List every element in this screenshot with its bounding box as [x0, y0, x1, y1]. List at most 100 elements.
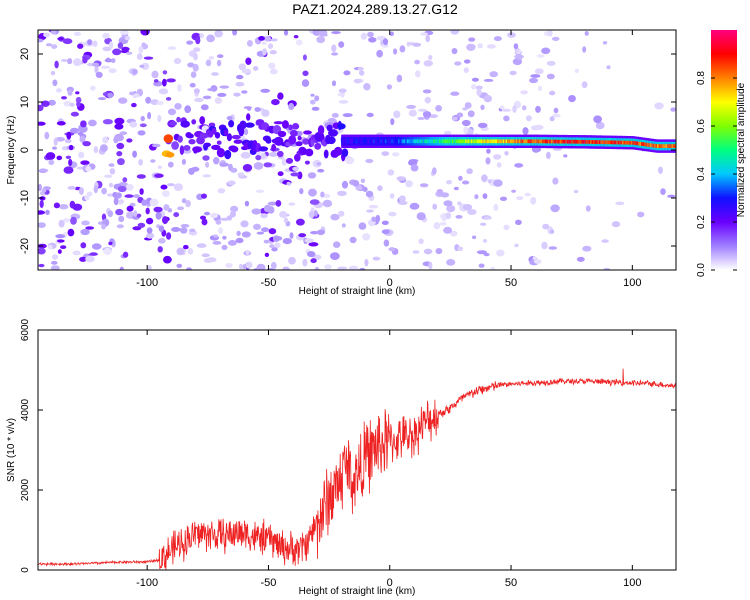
noise-blob [269, 244, 275, 249]
noise-blob [112, 48, 122, 56]
noise-blob [62, 38, 73, 45]
noise-blob [451, 48, 458, 55]
noise-blob [162, 78, 167, 87]
noise-blob [206, 257, 217, 263]
ridge-band-core [494, 139, 497, 144]
ridge-band-core [415, 139, 418, 144]
noise-blob [232, 30, 238, 36]
ridge-band-core [510, 139, 513, 144]
ridge-blob [326, 124, 333, 132]
ridge-band-core [613, 140, 616, 145]
noise-blob [420, 32, 429, 36]
noise-blob [475, 85, 483, 90]
noise-blob [136, 213, 142, 218]
noise-blob [367, 31, 374, 38]
noise-blob [302, 54, 307, 61]
ridge-band-core [571, 139, 574, 144]
ridge-band-core [581, 139, 584, 144]
noise-blob [285, 157, 294, 164]
noise-blob [72, 203, 83, 211]
noise-blob [267, 201, 278, 206]
noise-blob [107, 92, 114, 99]
noise-blob [217, 92, 227, 97]
noise-blob [173, 212, 180, 218]
ridge-blob [177, 135, 183, 143]
ridge-band-core [537, 139, 540, 144]
ridge-band-core [590, 140, 593, 144]
noise-blob [67, 186, 77, 190]
noise-blob [514, 243, 519, 248]
noise-blob [108, 68, 117, 74]
noise-blob [595, 121, 605, 130]
noise-blob [102, 46, 112, 52]
noise-blob [65, 155, 72, 159]
snr-frame [37, 329, 677, 571]
noise-blob [146, 227, 153, 234]
noise-blob [116, 224, 124, 229]
ridge-band-core [361, 139, 364, 144]
ridge-band-core [561, 139, 564, 144]
ridge-band-core [555, 139, 558, 144]
noise-blob [137, 222, 146, 228]
noise-blob [73, 31, 82, 36]
noise-blob [126, 205, 134, 212]
noise-blob [389, 31, 395, 37]
ridge-band-core [431, 139, 434, 144]
noise-blob [167, 161, 174, 168]
heatmap-ytick-label: -10 [19, 190, 31, 206]
ridge-band-core [504, 139, 507, 144]
noise-blob [268, 228, 277, 235]
ridge-band-core [347, 139, 350, 144]
ridge-band-core [430, 139, 433, 144]
noise-blob [585, 205, 591, 212]
noise-blob [43, 32, 51, 38]
ridge-band-core [658, 144, 661, 148]
snr-xtick-label: -100 [136, 577, 158, 589]
noise-blob [261, 109, 270, 117]
noise-blob [241, 90, 248, 94]
ridge-band-core [418, 139, 421, 144]
noise-blob [117, 185, 127, 193]
noise-blob [428, 114, 438, 118]
ridge-band-core [373, 139, 376, 144]
snr-area [38, 368, 676, 570]
ridge-blob [302, 138, 310, 145]
ridge-blob [228, 120, 235, 128]
ridge-band-core [543, 139, 546, 144]
noise-blob [141, 62, 150, 70]
noise-blob [277, 171, 284, 177]
ridge-blob [288, 124, 293, 131]
noise-blob [337, 190, 347, 196]
ridge-band-core [514, 139, 517, 144]
ridge-band-core [547, 139, 550, 144]
noise-blob [106, 57, 111, 62]
noise-blob [73, 58, 82, 67]
ridge-band-core [382, 139, 385, 144]
ridge-band-core [470, 139, 473, 144]
noise-blob [483, 252, 490, 257]
noise-blob [118, 215, 125, 223]
ridge-band-core [358, 139, 361, 144]
noise-blob [92, 40, 98, 48]
ridge-band-core [389, 139, 392, 144]
ridge-blob [290, 129, 298, 137]
noise-blob [102, 32, 110, 39]
noise-blob [295, 39, 303, 46]
noise-blob [483, 78, 494, 82]
noise-blob [38, 121, 46, 126]
heatmap-area [38, 30, 676, 270]
ridge-band-core [342, 139, 345, 144]
noise-blob [377, 185, 383, 192]
ridge-band-core [355, 139, 358, 144]
ridge-blob [295, 141, 303, 147]
noise-blob [637, 211, 645, 218]
heatmap-xtick-label: 0 [387, 277, 393, 289]
noise-blob [116, 142, 125, 150]
noise-blob [95, 71, 103, 78]
ridge-band-core [523, 139, 526, 144]
noise-blob [461, 119, 471, 127]
noise-blob [124, 36, 131, 41]
noise-blob [85, 255, 95, 263]
noise-blob [435, 105, 442, 112]
ridge-band-core [427, 139, 430, 144]
